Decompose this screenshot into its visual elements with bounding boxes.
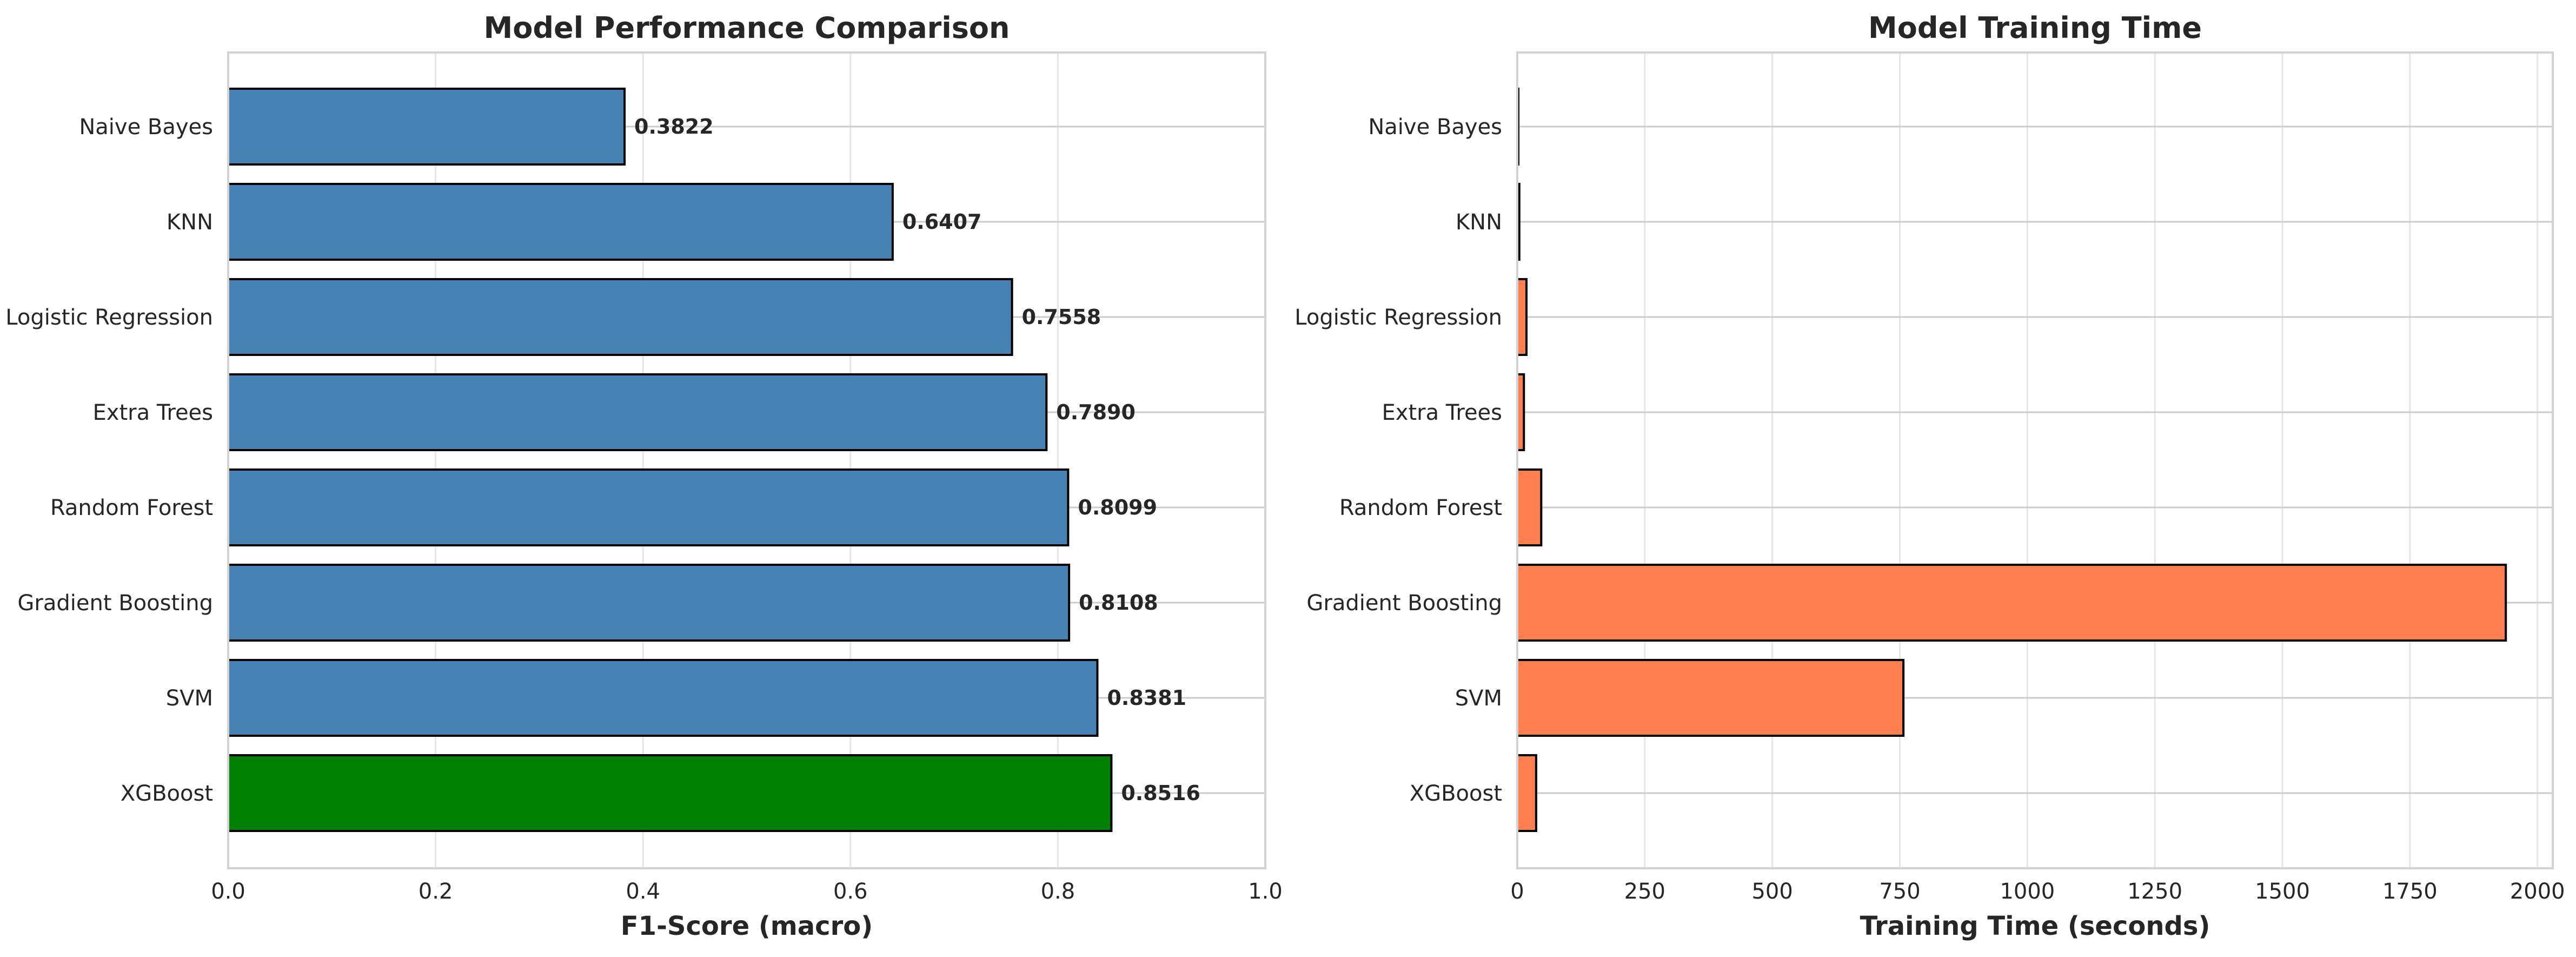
y-tick-label: Logistic Regression [5,305,213,330]
y-tick-label: Extra Trees [1382,400,1502,425]
bar-logistic-regression [1516,278,1528,356]
bar-value-label: 0.7890 [1056,400,1136,424]
x-tick-label: 0.4 [626,879,660,904]
bar-svm [1516,659,1905,737]
plot-area-frame [227,51,1266,869]
bar-value-label: 0.7558 [1022,305,1101,329]
bar-value-label: 0.3822 [634,115,714,138]
x-tick-label: 0.8 [1041,879,1075,904]
x-tick-label: 1500 [2255,879,2310,904]
y-tick-label: SVM [1455,686,1502,711]
chart-title: Model Training Time [1868,11,2202,45]
y-tick-label: XGBoost [1410,781,1502,806]
bar-value-label: 0.8381 [1107,686,1186,710]
bar-value-label: 0.8516 [1121,781,1200,805]
y-tick-label: Logistic Regression [1294,305,1502,330]
bar-svm [227,659,1099,737]
y-tick-label: XGBoost [121,781,213,806]
x-axis-label: F1-Score (macro) [621,911,873,941]
bar-random-forest [1516,468,1543,546]
x-tick-label: 750 [1879,879,1920,904]
y-tick-label: KNN [167,210,213,235]
f1-score-chart: 0.3822 0.6407 0.7558 0.7890 0.8099 0.8108 0.83… [5,11,1283,941]
bar-xgboost [227,754,1113,832]
x-tick-label: 250 [1624,879,1665,904]
bar-naive-bayes [227,88,626,166]
y-tick-label: Gradient Boosting [1306,591,1502,616]
bar-value-label: 0.6407 [902,210,982,234]
x-tick-label: 0.2 [419,879,453,904]
y-tick-label: SVM [166,686,213,711]
y-tick-label: Naive Bayes [1368,115,1502,140]
x-tick-label: 1.0 [1248,879,1283,904]
bar-value-label: 0.8099 [1078,496,1157,519]
bar-knn [227,183,894,261]
x-tick-label: 1000 [2000,879,2055,904]
chart-title: Model Performance Comparison [484,11,1010,45]
y-tick-label: Extra Trees [93,400,213,425]
x-tick-label: 1750 [2382,879,2438,904]
x-tick-label: 0.0 [211,879,245,904]
bar-logistic-regression [227,278,1013,356]
bar-gradient-boosting [1516,564,2507,642]
bar-extra-trees [227,373,1048,451]
x-tick-label: 0 [1510,879,1524,904]
x-tick-label: 2000 [2510,879,2565,904]
plot-area-frame [1516,51,2554,869]
bar-gradient-boosting [227,564,1071,642]
y-tick-label: Random Forest [1339,496,1502,520]
x-tick-label: 0.6 [833,879,868,904]
bar-xgboost [1516,754,1537,832]
training-time-chart: Naive Bayes KNN Logistic Regression Extra T… [1294,11,2565,941]
bar-random-forest [227,468,1070,546]
y-tick-label: Gradient Boosting [17,591,213,616]
y-tick-label: KNN [1456,210,1502,235]
bar-value-label: 0.8108 [1079,591,1158,615]
x-tick-label: 500 [1751,879,1792,904]
y-tick-label: Naive Bayes [79,115,213,140]
x-axis-label: Training Time (seconds) [1860,911,2210,941]
x-tick-label: 1250 [2127,879,2182,904]
y-tick-label: Random Forest [50,496,213,520]
